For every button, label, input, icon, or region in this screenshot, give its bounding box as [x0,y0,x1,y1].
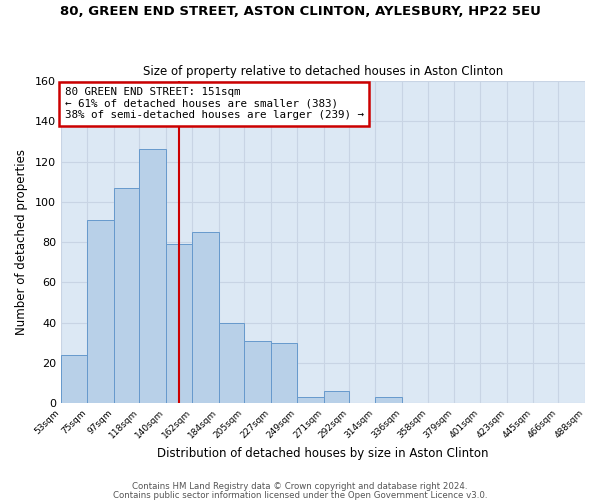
Bar [323,391,349,403]
X-axis label: Distribution of detached houses by size in Aston Clinton: Distribution of detached houses by size … [157,447,489,460]
Bar [166,244,192,403]
Bar [114,188,139,403]
Bar [139,150,166,403]
Bar [297,397,323,403]
Text: 80 GREEN END STREET: 151sqm
← 61% of detached houses are smaller (383)
38% of se: 80 GREEN END STREET: 151sqm ← 61% of det… [65,87,364,120]
Bar [192,232,219,403]
Bar [219,322,244,403]
Y-axis label: Number of detached properties: Number of detached properties [15,149,28,335]
Bar [61,355,88,403]
Text: Contains public sector information licensed under the Open Government Licence v3: Contains public sector information licen… [113,490,487,500]
Bar [88,220,114,403]
Text: 80, GREEN END STREET, ASTON CLINTON, AYLESBURY, HP22 5EU: 80, GREEN END STREET, ASTON CLINTON, AYL… [59,5,541,18]
Bar [376,397,402,403]
Text: Contains HM Land Registry data © Crown copyright and database right 2024.: Contains HM Land Registry data © Crown c… [132,482,468,491]
Bar [271,342,297,403]
Bar [244,340,271,403]
Title: Size of property relative to detached houses in Aston Clinton: Size of property relative to detached ho… [143,66,503,78]
